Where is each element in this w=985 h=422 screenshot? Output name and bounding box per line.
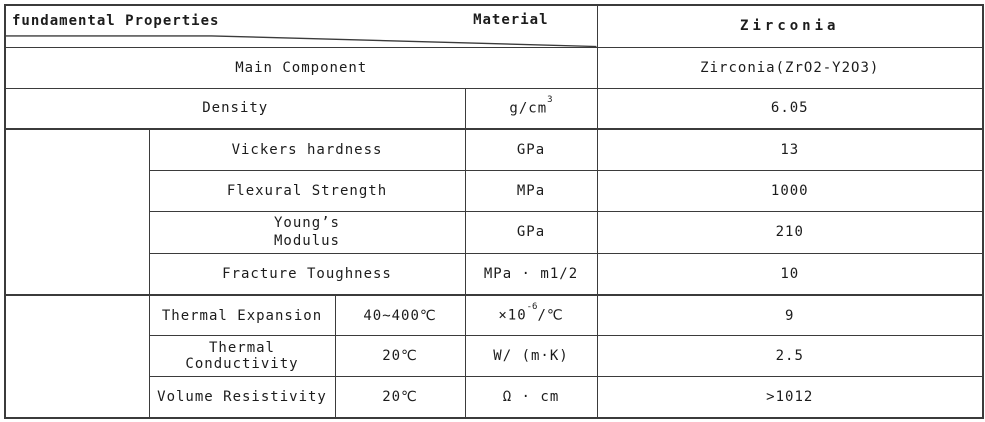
thermal-expansion-unit-base: ×10 [498, 307, 527, 324]
thermal-expansion-unit-suffix: /℃ [537, 307, 564, 324]
vickers-hardness-unit: GPa [464, 128, 598, 171]
thermal-conductivity-unit: W/ (m·K) [464, 335, 598, 378]
volume-resistivity-row: Volume Resistivity 20℃ Ω · cm >1012 [5, 376, 984, 419]
main-component-row: Main Component Zirconia(ZrO2-Y2O3) [4, 46, 984, 89]
density-row: Density g/cm3 6.05 [4, 87, 984, 130]
fracture-toughness-row: Fracture Toughness MPa · m1/2 10 [5, 253, 984, 296]
mechanical-group-cell [4, 128, 150, 296]
thermal-expansion-condition: 40~400℃ [334, 293, 466, 337]
density-value: 6.05 [596, 87, 984, 130]
thermal-expansion-row: Thermal Expansion 40~400℃ ×10-6/℃ 9 [4, 293, 984, 419]
thermal-expansion-unit: ×10-6/℃ [464, 293, 598, 337]
corner-properties-label: fundamental Properties [12, 13, 220, 29]
density-label: Density [4, 87, 466, 130]
properties-table: fundamental Properties Material Zirconia… [4, 4, 984, 419]
youngs-modulus-value: 210 [596, 210, 984, 255]
thermal-conductivity-condition: 20℃ [334, 335, 466, 378]
flexural-strength-unit: MPa [464, 169, 598, 212]
thermal-conductivity-label: Thermal Conductivity [148, 335, 336, 378]
main-component-value: Zirconia(ZrO2-Y2O3) [596, 46, 984, 89]
volume-resistivity-value: >1012 [596, 376, 984, 419]
thermal-expansion-label: Thermal Expansion [148, 293, 336, 337]
youngs-modulus-unit: GPa [464, 210, 598, 255]
vickers-hardness-value: 13 [596, 128, 984, 171]
youngs-modulus-label: Young’s Modulus [148, 210, 466, 255]
density-unit-base: g/cm [509, 100, 548, 117]
flexural-strength-value: 1000 [596, 169, 984, 212]
diagonal-divider-line [6, 35, 597, 47]
thermal-expansion-value: 9 [596, 293, 984, 337]
fracture-toughness-value: 10 [596, 253, 984, 296]
vickers-hardness-label: Vickers hardness [148, 128, 466, 171]
thermal-group-cell [4, 293, 150, 419]
corner-material-label: Material [473, 12, 549, 28]
vickers-hardness-row: Vickers hardness GPa 13 [4, 128, 984, 296]
density-unit: g/cm3 [464, 87, 598, 130]
volume-resistivity-label: Volume Resistivity [148, 376, 336, 419]
thermal-expansion-unit-exponent: -6 [526, 302, 538, 313]
volume-resistivity-condition: 20℃ [334, 376, 466, 419]
header-row: fundamental Properties Material Zirconia [4, 4, 984, 48]
fracture-toughness-label: Fracture Toughness [148, 253, 466, 296]
material-column-header: Zirconia [596, 4, 984, 48]
thermal-conductivity-value: 2.5 [596, 335, 984, 378]
thermal-conductivity-row: Thermal Conductivity 20℃ W/ (m·K) 2.5 [5, 335, 984, 378]
corner-header-cell: fundamental Properties Material [4, 4, 598, 48]
density-unit-exponent: 3 [547, 94, 553, 105]
main-component-label: Main Component [4, 46, 598, 89]
flexural-strength-row: Flexural Strength MPa 1000 [5, 169, 984, 212]
flexural-strength-label: Flexural Strength [148, 169, 466, 212]
fracture-toughness-unit: MPa · m1/2 [464, 253, 598, 296]
youngs-modulus-row: Young’s Modulus GPa 210 [5, 210, 984, 255]
volume-resistivity-unit: Ω · cm [464, 376, 598, 419]
